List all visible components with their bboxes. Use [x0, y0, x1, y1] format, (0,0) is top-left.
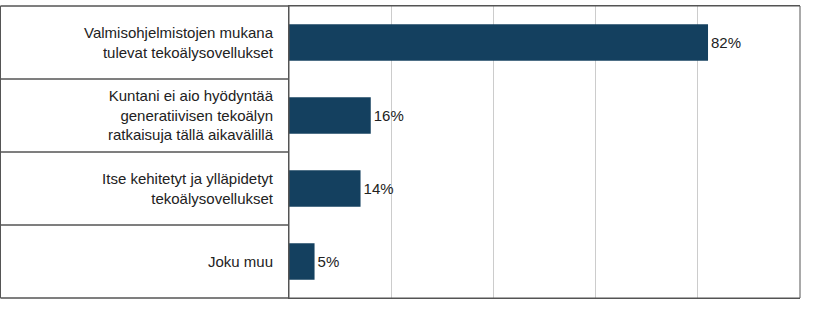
svg-text:5%: 5% — [318, 253, 340, 270]
svg-text:14%: 14% — [364, 180, 394, 197]
svg-text:Joku muu: Joku muu — [208, 253, 273, 270]
svg-text:16%: 16% — [374, 107, 404, 124]
svg-text:Itse kehitetyt ja ylläpidetytt: Itse kehitetyt ja ylläpidetyttekoälysove… — [102, 170, 274, 207]
svg-text:Valmisohjelmistojen mukanatule: Valmisohjelmistojen mukanatulevat tekoäl… — [84, 24, 274, 61]
svg-text:82%: 82% — [711, 34, 741, 51]
svg-text:Kuntani ei aio hyödyntäägenera: Kuntani ei aio hyödyntäägeneratiivisen t… — [108, 87, 274, 143]
